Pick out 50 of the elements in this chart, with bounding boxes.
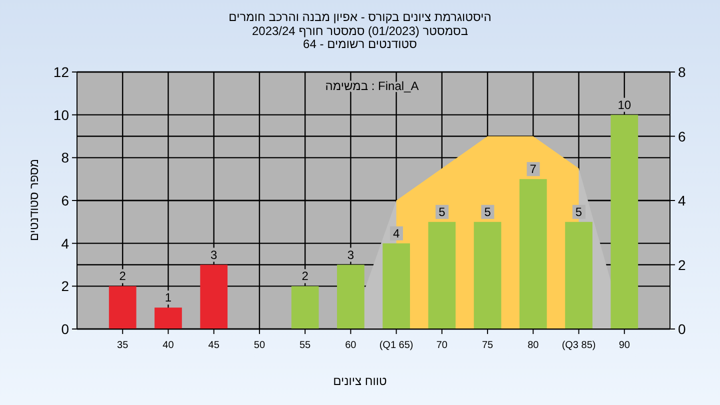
chart-title: היסטוגרמת ציונים בקורס - אפיון מבנה והרכב חומרים	[228, 10, 492, 24]
bar	[428, 222, 456, 329]
data-label: 5	[484, 204, 492, 219]
bar	[565, 222, 592, 329]
data-label: 2	[302, 269, 309, 284]
y2-tick-label: 0	[678, 321, 686, 337]
x-tick-label: 70	[436, 340, 448, 351]
y-axis-title: מספר סטודנטים	[27, 158, 41, 242]
data-label: 3	[210, 248, 218, 262]
x-tick-label: 40	[162, 340, 174, 351]
x-axis-title: טווח ציונים	[333, 374, 388, 388]
bar	[610, 114, 638, 329]
data-label: 3	[347, 248, 354, 262]
bar	[337, 264, 364, 329]
y-tick-label: 12	[53, 64, 70, 80]
x-tick-label: (Q1 65)	[379, 340, 414, 351]
data-label: 4	[392, 226, 400, 240]
y2-tick-label: 2	[678, 256, 686, 273]
x-tick-label: 35	[117, 340, 129, 351]
x-tick-label: 50	[254, 340, 266, 351]
bar	[154, 308, 182, 329]
y-tick-label: 0	[61, 321, 70, 337]
y2-tick-label: 4	[678, 192, 686, 208]
x-tick-label: 55	[300, 340, 312, 351]
x-tick-label: 45	[208, 340, 220, 351]
y-tick-label: 8	[61, 150, 70, 166]
y-tick-label: 10	[53, 106, 70, 123]
y2-tick-label: 6	[678, 128, 686, 144]
data-label: 10	[618, 98, 632, 112]
y-tick-label: 4	[61, 235, 70, 252]
x-tick-label: (Q3 85)	[562, 340, 596, 351]
bar	[519, 179, 547, 329]
y2-tick-label: 8	[678, 64, 686, 80]
x-tick-label: 90	[618, 340, 630, 351]
bar	[200, 264, 228, 329]
data-label: 2	[119, 269, 126, 284]
x-tick-label: 60	[345, 340, 357, 351]
data-label: 5	[438, 204, 446, 219]
data-label: 7	[530, 162, 537, 176]
data-label: 1	[164, 290, 172, 305]
y-tick-label: 6	[61, 192, 70, 208]
chart-subtitle: בסמסטר (01/2023) סמסטר חורף 2023/24 סטודנטים רשומים - 64	[252, 24, 468, 51]
x-tick-label: 75	[482, 340, 494, 351]
x-tick-label: 80	[528, 340, 540, 351]
data-label: 5	[575, 204, 582, 219]
bar	[382, 243, 410, 329]
bar	[474, 222, 502, 329]
bar	[108, 286, 136, 329]
bar	[291, 286, 319, 329]
y-tick-label: 2	[61, 278, 70, 294]
